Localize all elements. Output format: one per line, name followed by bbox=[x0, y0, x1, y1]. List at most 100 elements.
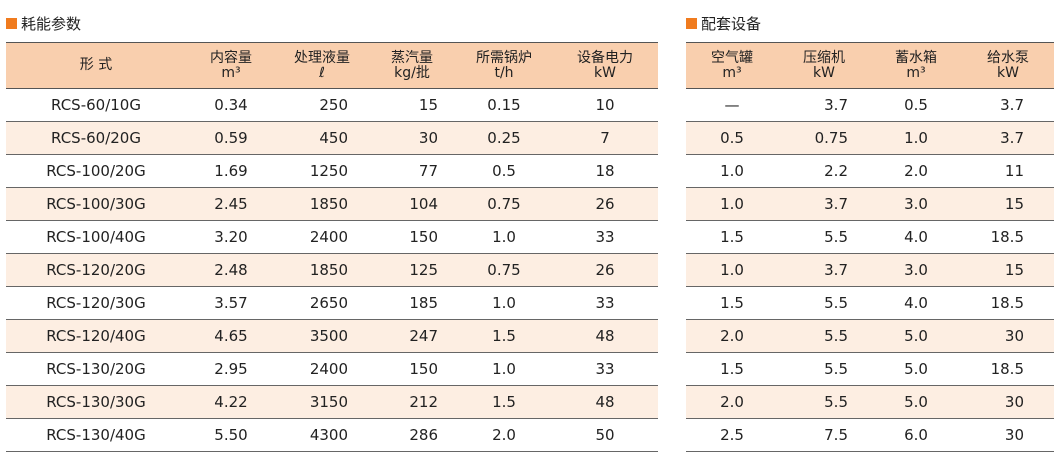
column-header: 蒸汽量 kg/批 bbox=[368, 42, 456, 89]
table-cell: 5.50 bbox=[186, 418, 276, 452]
column-header-unit: kW bbox=[594, 64, 616, 81]
table-cell: RCS-120/20G bbox=[6, 253, 186, 287]
column-header-name: 形 式 bbox=[79, 57, 113, 73]
table-cell: 450 bbox=[276, 121, 368, 155]
table-cell: 18.5 bbox=[962, 286, 1054, 320]
table-cell: 250 bbox=[276, 88, 368, 122]
table-row: RCS-130/40G 5.50 4300 286 2.0 50 bbox=[6, 418, 658, 452]
table-cell: 10 bbox=[552, 88, 658, 122]
table-cell: 104 bbox=[368, 187, 456, 221]
table-row: 1.0 3.7 3.0 15 bbox=[686, 253, 1054, 287]
table-row: 2.0 5.5 5.0 30 bbox=[686, 385, 1054, 419]
table-row: —3.7 0.5 3.7 bbox=[686, 88, 1054, 122]
table-cell: 1.5 bbox=[686, 220, 778, 254]
table-cell: 5.5 bbox=[778, 220, 870, 254]
column-header: 蓄水箱 m³ bbox=[870, 42, 962, 89]
table-cell: 30 bbox=[962, 319, 1054, 353]
table-cell: 2.0 bbox=[456, 418, 552, 452]
energy-title-text: 耗能参数 bbox=[21, 15, 82, 33]
table-row: 2.5 7.5 6.0 30 bbox=[686, 418, 1054, 452]
table-cell: 15 bbox=[962, 187, 1054, 221]
table-cell: 3.20 bbox=[186, 220, 276, 254]
table-cell: RCS-130/30G bbox=[6, 385, 186, 419]
table-cell: 125 bbox=[368, 253, 456, 287]
table-cell: 26 bbox=[552, 253, 658, 287]
table-cell: 0.75 bbox=[778, 121, 870, 155]
table-cell: 1.0 bbox=[686, 187, 778, 221]
table-cell: 0.59 bbox=[186, 121, 276, 155]
table-cell: 4.22 bbox=[186, 385, 276, 419]
table-cell: 1850 bbox=[276, 187, 368, 221]
column-header-name: 内容量 bbox=[210, 49, 252, 66]
table-cell: 30 bbox=[962, 385, 1054, 419]
table-cell: 2400 bbox=[276, 352, 368, 386]
table-cell: 185 bbox=[368, 286, 456, 320]
column-header-unit: kg/批 bbox=[394, 64, 430, 81]
table-cell: 4.65 bbox=[186, 319, 276, 353]
table-cell: 33 bbox=[552, 286, 658, 320]
table-row: RCS-100/20G 1.69 1250 77 0.5 18 bbox=[6, 154, 658, 188]
table-cell: 4300 bbox=[276, 418, 368, 452]
table-row: 0.5 0.75 1.0 3.7 bbox=[686, 121, 1054, 155]
table-cell: 1.0 bbox=[686, 154, 778, 188]
table-row: 1.5 5.5 4.0 18.5 bbox=[686, 220, 1054, 254]
table-cell: 18.5 bbox=[962, 352, 1054, 386]
table-cell: 33 bbox=[552, 352, 658, 386]
table-cell: 0.5 bbox=[686, 121, 778, 155]
table-cell: 1.0 bbox=[456, 286, 552, 320]
column-header-unit: m³ bbox=[906, 64, 926, 81]
column-header: 给水泵 kW bbox=[962, 42, 1054, 89]
table-cell: 5.5 bbox=[778, 286, 870, 320]
column-header-unit: t/h bbox=[494, 64, 514, 81]
table-cell: 3.7 bbox=[778, 253, 870, 287]
table-cell: 3500 bbox=[276, 319, 368, 353]
table-cell: 150 bbox=[368, 352, 456, 386]
supporting-equipment-table: 空气罐 m³ 压缩机 kW 蓄水箱 m³ 给水泵 kW —3.7 0.5 3.7 0.5 0.75 1.… bbox=[686, 42, 1054, 452]
table-cell: RCS-100/30G bbox=[6, 187, 186, 221]
table-cell: 3150 bbox=[276, 385, 368, 419]
orange-square-icon bbox=[686, 18, 697, 29]
table-cell: 0.34 bbox=[186, 88, 276, 122]
column-header: 处理液量 ℓ bbox=[276, 42, 368, 89]
table-cell: 6.0 bbox=[870, 418, 962, 452]
table-cell: 1.5 bbox=[686, 352, 778, 386]
table-cell: 3.7 bbox=[778, 88, 870, 122]
table-row: 1.5 5.5 4.0 18.5 bbox=[686, 286, 1054, 320]
table-cell: 0.75 bbox=[456, 253, 552, 287]
table-cell: 4.0 bbox=[870, 286, 962, 320]
table-row: 1.0 3.7 3.0 15 bbox=[686, 187, 1054, 221]
table-cell: 18 bbox=[552, 154, 658, 188]
table-cell: 5.5 bbox=[778, 319, 870, 353]
column-header-name: 压缩机 bbox=[803, 49, 845, 66]
table-cell: 3.7 bbox=[778, 187, 870, 221]
equipment-section-title: 配套设备 bbox=[686, 13, 761, 34]
table-cell: 2.95 bbox=[186, 352, 276, 386]
table-cell: RCS-100/40G bbox=[6, 220, 186, 254]
table-cell: 0.5 bbox=[456, 154, 552, 188]
table-row: RCS-100/30G 2.45 1850 104 0.75 26 bbox=[6, 187, 658, 221]
table-cell: 2.0 bbox=[686, 319, 778, 353]
table-cell: 1.5 bbox=[686, 286, 778, 320]
table-cell: 0.15 bbox=[456, 88, 552, 122]
table-cell: 5.0 bbox=[870, 352, 962, 386]
table-cell: RCS-130/20G bbox=[6, 352, 186, 386]
table-cell: 7 bbox=[552, 121, 658, 155]
table-cell: RCS-100/20G bbox=[6, 154, 186, 188]
table-cell: 1850 bbox=[276, 253, 368, 287]
table-cell: 15 bbox=[368, 88, 456, 122]
table-cell: 1.5 bbox=[456, 385, 552, 419]
table-cell: RCS-60/10G bbox=[6, 88, 186, 122]
table-cell: 30 bbox=[962, 418, 1054, 452]
table-cell: 2.5 bbox=[686, 418, 778, 452]
table-cell: 1.0 bbox=[686, 253, 778, 287]
column-header-unit: ℓ bbox=[319, 64, 325, 81]
column-header: 设备电力 kW bbox=[552, 42, 658, 89]
table-row: RCS-120/30G 3.57 2650 185 1.0 33 bbox=[6, 286, 658, 320]
table-cell: 1.69 bbox=[186, 154, 276, 188]
table-cell: 33 bbox=[552, 220, 658, 254]
table-cell: 3.0 bbox=[870, 187, 962, 221]
table-cell: 11 bbox=[962, 154, 1054, 188]
table-header-row: 形 式内容量 m³ 处理液量 ℓ 蒸汽量 kg/批 所需锅炉 t/h 设备电力 kW bbox=[6, 42, 658, 89]
table-cell: 4.0 bbox=[870, 220, 962, 254]
table-cell: 247 bbox=[368, 319, 456, 353]
